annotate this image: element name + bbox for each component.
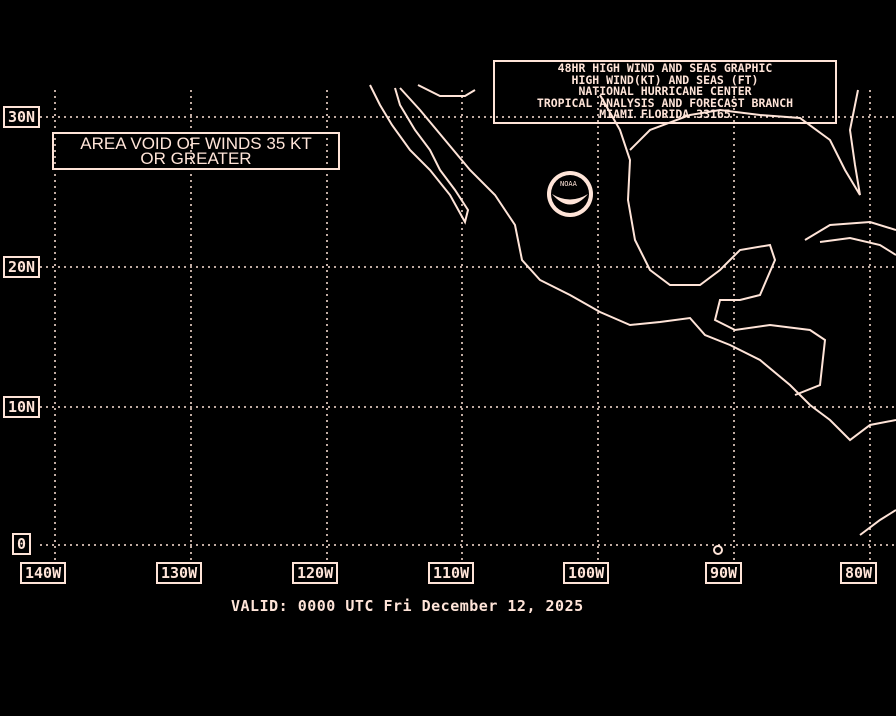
title-line: HIGH WIND(KT) AND SEAS (FT) xyxy=(571,72,759,87)
lon-label-80w: 80W xyxy=(840,562,878,584)
void-annotation: AREA VOID OF WINDS 35 KT OR GREATER xyxy=(52,132,340,170)
lat-label-10n: 10N xyxy=(3,396,41,418)
lon-label-110w: 110W xyxy=(428,562,475,584)
lon-label-140w: 140W xyxy=(20,562,67,584)
valid-time: VALID: 0000 UTC Fri December 12, 2025 xyxy=(231,597,584,615)
mexico-pacific-coast xyxy=(399,84,896,442)
lon-label-120w: 120W xyxy=(292,562,339,584)
noaa-logo-icon xyxy=(547,171,593,217)
lon-label-100w: 100W xyxy=(563,562,610,584)
cuba xyxy=(804,220,896,256)
annotation-line: AREA VOID OF WINDS 35 KT xyxy=(80,134,312,153)
gulf-coast xyxy=(599,94,827,396)
south-america xyxy=(859,509,896,536)
lat-label-30n: 30N xyxy=(3,106,41,128)
lon-label-130w: 130W xyxy=(156,562,203,584)
lon-label-90w: 90W xyxy=(705,562,743,584)
title-line: MIAMI FLORIDA 33165 xyxy=(599,107,731,121)
noaa-logo-text: NOAA xyxy=(560,180,577,188)
title-line: TROPICAL ANALYSIS AND FORECAST BRANCH xyxy=(536,95,794,110)
annotation-line: OR GREATER xyxy=(140,149,252,168)
galapagos xyxy=(713,545,723,555)
title-line: 48HR HIGH WIND AND SEAS GRAPHIC xyxy=(557,61,773,75)
us-gulf-florida xyxy=(629,89,861,196)
lat-label-0: 0 xyxy=(12,533,32,555)
product-title-box: 48HR HIGH WIND AND SEAS GRAPHIC HIGH WIN… xyxy=(493,60,837,124)
title-line: NATIONAL HURRICANE CENTER xyxy=(578,84,752,98)
baja-california xyxy=(369,84,470,225)
coastlines xyxy=(369,84,896,555)
lat-label-20n: 20N xyxy=(3,256,41,278)
